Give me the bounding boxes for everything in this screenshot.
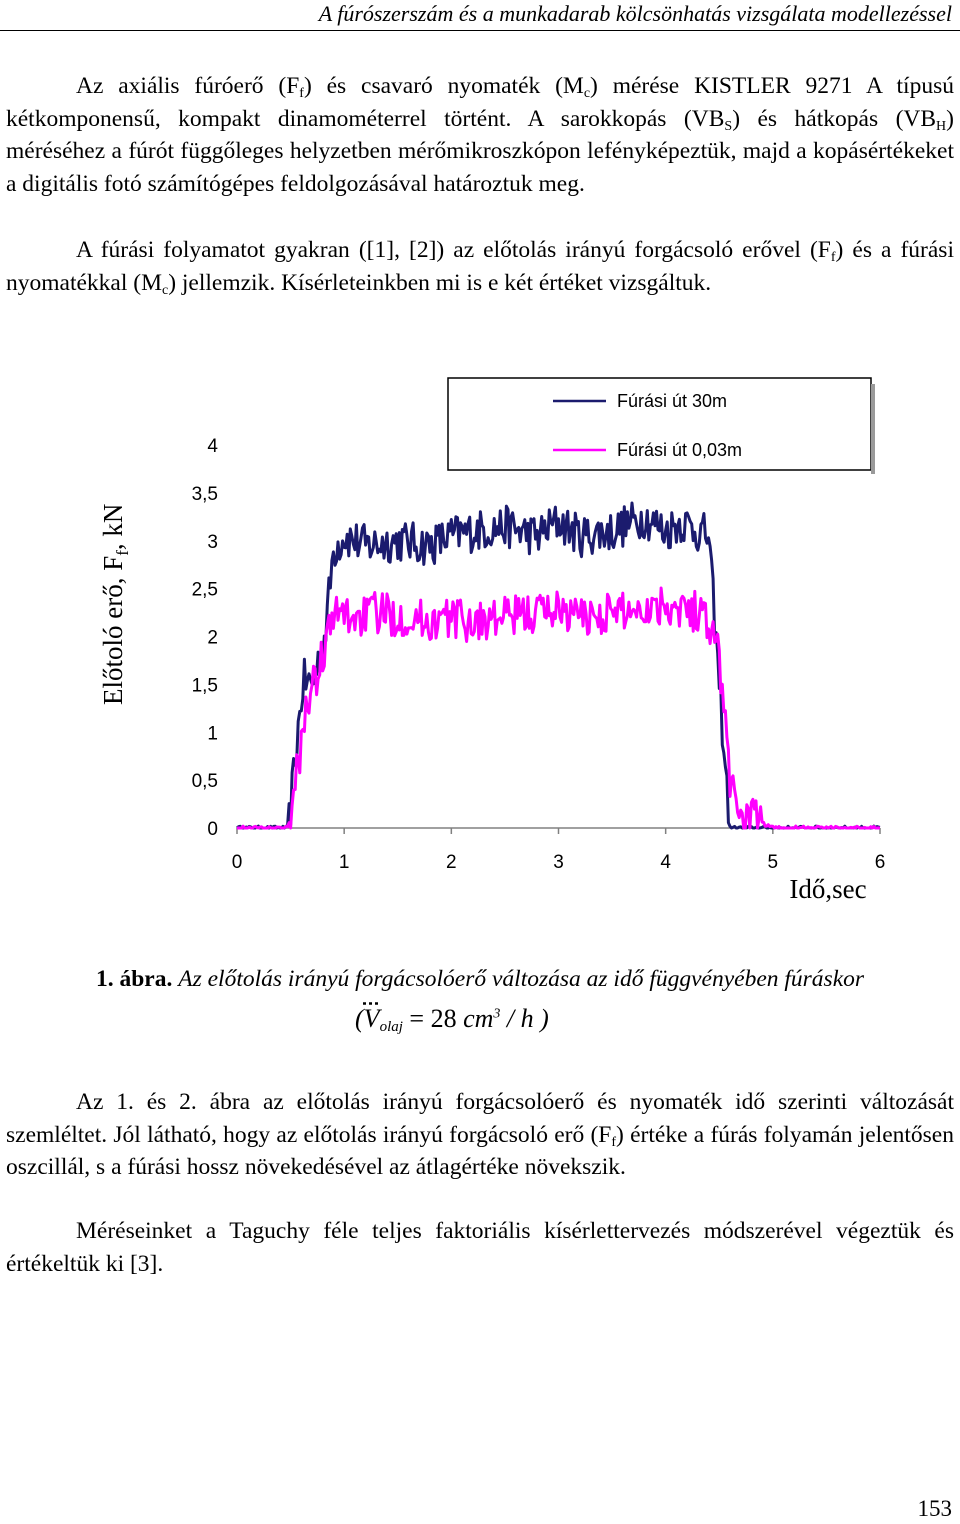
y-tick-label: 2 xyxy=(207,628,218,649)
x-tick-labels: 0 1 2 3 4 5 6 xyxy=(232,852,886,873)
paragraph-1: Az axiális fúróerő (Ff) és csavaró nyoma… xyxy=(6,73,954,197)
x-tick-label: 3 xyxy=(553,852,564,873)
y-tick-label: 3 xyxy=(207,532,218,553)
legend-label-2: Fúrási út 0,03m xyxy=(617,440,742,460)
paragraph-3: Az 1. és 2. ábra az előtolás irányú forg… xyxy=(6,1089,954,1180)
y-tick-label: 0 xyxy=(207,819,218,840)
x-tick-label: 2 xyxy=(446,852,457,873)
running-header: A fúrószerszám és a munkadarab kölcsönha… xyxy=(0,0,960,31)
paragraph-4: Méréseinket a Taguchy féle teljes faktor… xyxy=(6,1218,954,1277)
series-line-2 xyxy=(237,586,881,830)
x-tick-label: 4 xyxy=(660,852,671,873)
y-axis-label: Előtoló erő, Ff, kN xyxy=(98,504,132,705)
paragraph-2: A fúrási folyamatot gyakran ([1], [2]) a… xyxy=(6,237,954,298)
y-tick-label: 2,5 xyxy=(192,580,218,601)
y-tick-labels: 0 0,5 1 1,5 2 2,5 3 3,5 4 xyxy=(192,436,219,840)
y-tick-label: 3,5 xyxy=(192,484,218,505)
series-line-1 xyxy=(236,501,881,830)
header-title: A fúrószerszám és a munkadarab kölcsönha… xyxy=(318,1,952,26)
legend-box xyxy=(447,377,872,471)
x-tick-label: 5 xyxy=(768,852,779,873)
page-number: 153 xyxy=(917,1496,953,1521)
x-tick-label: 1 xyxy=(339,852,350,873)
series-layer xyxy=(236,501,881,830)
caption-formula: (Volaj = 28 cm3 / h ) xyxy=(355,1004,549,1035)
x-tick-label: 0 xyxy=(232,852,243,873)
y-tick-label: 1,5 xyxy=(192,675,218,696)
caption-text: Az előtolás irányú forgácsolóerő változá… xyxy=(178,966,865,992)
caption-label: 1. ábra. xyxy=(95,966,173,992)
y-tick-label: 4 xyxy=(207,436,218,457)
x-axis-label: Idő,sec xyxy=(789,874,866,904)
x-tick-label: 6 xyxy=(875,852,886,873)
legend-label-1: Fúrási út 30m xyxy=(617,391,727,411)
figure-caption: 1. ábra. Az előtolás irányú forgácsolóer… xyxy=(0,966,960,993)
legend-shadow xyxy=(871,384,875,474)
legend: Fúrási út 30m Fúrási út 0,03m xyxy=(447,377,875,474)
y-tick-label: 1 xyxy=(207,723,218,744)
y-tick-label: 0,5 xyxy=(192,771,218,792)
force-time-chart: Előtoló erő, Ff, kN 0 0,5 1 1,5 2 2,5 3 3,5 4 0 1… xyxy=(98,377,886,904)
